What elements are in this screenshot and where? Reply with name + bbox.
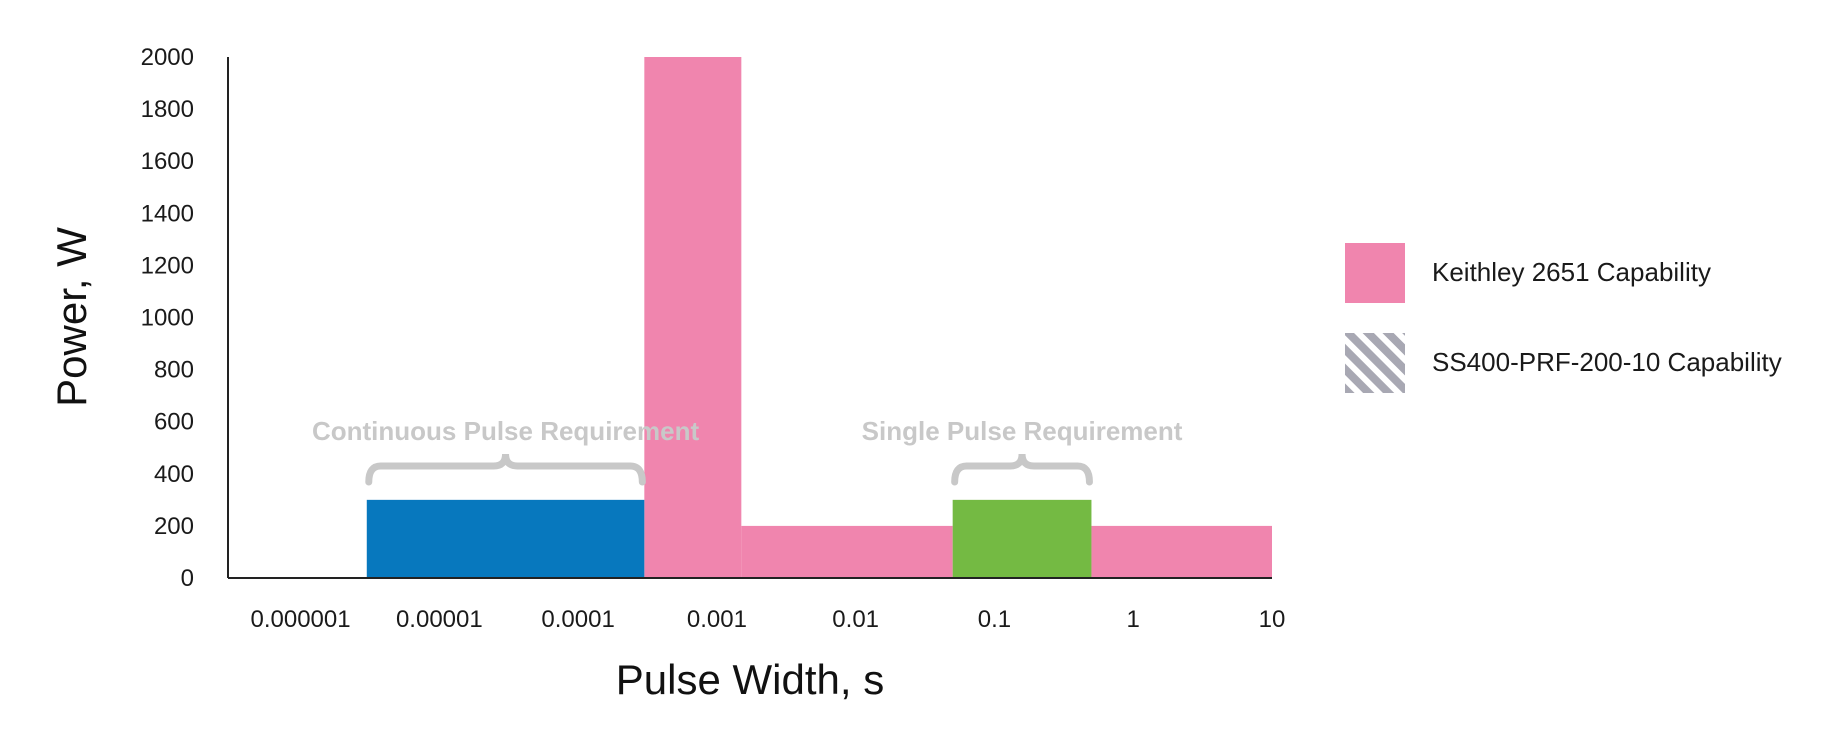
x-tick-label: 0.1 (978, 606, 1011, 633)
bar-series-3-0 (952, 499, 1092, 578)
legend: Keithley 2651 Capability SS400-PRF-200-1… (1345, 243, 1782, 393)
annotations-layer: Continuous Pulse Requirement Single Pulse… (312, 416, 1183, 486)
y-tick-label: 1400 (141, 200, 194, 227)
x-tick-label: 0.001 (687, 606, 747, 633)
x-tick-label: 1 (1127, 606, 1140, 633)
x-tick-label: 0.0001 (541, 606, 614, 633)
y-tick-label: 1000 (141, 305, 194, 332)
annotation-label-0: Continuous Pulse Requirement (312, 416, 699, 446)
y-tick-label: 1200 (141, 252, 194, 279)
y-tick-label: 200 (154, 513, 194, 540)
legend-swatch-keithley (1345, 243, 1405, 303)
y-tick-label: 1800 (141, 96, 194, 123)
x-tick-label: 0.00001 (396, 606, 483, 633)
x-axis-title: Pulse Width, s (616, 656, 884, 703)
bar-series-0-1 (741, 525, 953, 578)
bar-series-2-0 (366, 499, 645, 578)
legend-label-keithley: Keithley 2651 Capability (1432, 257, 1711, 287)
bars-layer (366, 57, 1272, 578)
x-tick-label: 10 (1259, 606, 1286, 633)
y-axis-title: Power, W (48, 227, 95, 407)
legend-label-ss400: SS400-PRF-200-10 Capability (1432, 347, 1782, 377)
y-axis-ticks: 0 200 400 600 800 1000 1200 1400 1600 1800 2000 (141, 44, 194, 592)
bar-series-0-2 (1091, 525, 1272, 578)
bar-series-0-0 (644, 57, 742, 578)
y-tick-label: 800 (154, 357, 194, 384)
annotation-brace-1 (951, 453, 1093, 486)
annotation-label-1: Single Pulse Requirement (862, 416, 1183, 446)
y-tick-label: 2000 (141, 44, 194, 71)
y-tick-label: 0 (181, 565, 194, 592)
y-tick-label: 1600 (141, 148, 194, 175)
annotation-brace-0 (365, 453, 646, 486)
x-tick-label: 0.01 (832, 606, 879, 633)
y-tick-label: 600 (154, 409, 194, 436)
x-tick-label: 0.000001 (251, 606, 351, 633)
x-axis-ticks: 0.000001 0.00001 0.0001 0.001 0.01 0.1 1 10 (251, 606, 1286, 633)
y-tick-label: 400 (154, 461, 194, 488)
legend-swatch-ss400 (1345, 333, 1405, 393)
